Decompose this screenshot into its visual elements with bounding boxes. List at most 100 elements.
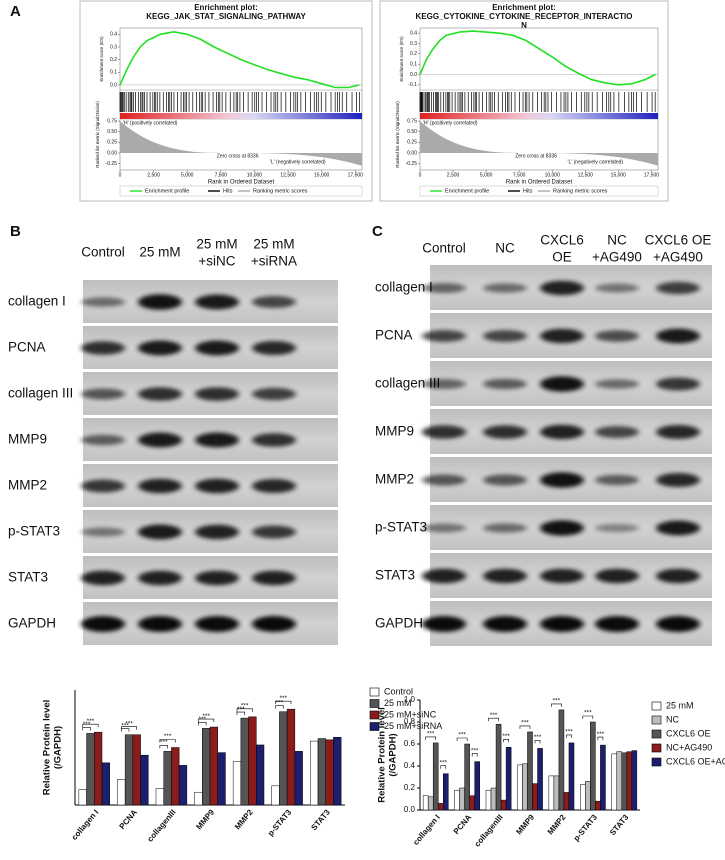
bar — [631, 750, 638, 811]
lane-header: +AG490 — [653, 250, 703, 265]
panel-label: A — [10, 3, 21, 20]
sig-bracket — [82, 727, 91, 731]
legend-swatch — [651, 701, 662, 711]
blot-band — [422, 523, 466, 533]
rank-colorbar — [120, 113, 362, 119]
x-axis-label: Rank in Ordered Dataset — [506, 180, 573, 186]
bar — [86, 733, 95, 806]
x-tick-label: 10,000 — [247, 172, 263, 178]
blot-band — [195, 340, 239, 356]
bar — [333, 737, 342, 806]
protein-label: PCNA — [375, 328, 413, 343]
sig-bracket — [159, 739, 176, 743]
blot-band — [540, 376, 584, 392]
panel-label: B — [10, 223, 21, 240]
lane-header: +siRNA — [251, 254, 297, 269]
bar — [256, 744, 265, 806]
sig-label: *** — [597, 731, 605, 738]
rank-colorbar — [420, 113, 658, 119]
lane-header: NC — [607, 233, 627, 248]
sig-bracket — [236, 708, 253, 712]
x-tick-label: MMP9 — [514, 812, 536, 836]
blot-band — [595, 616, 639, 632]
metric-tick-label: 0.25 — [407, 140, 417, 146]
bar — [595, 800, 601, 811]
x-tick-label: collagen I — [411, 813, 442, 847]
bar — [580, 784, 586, 811]
blot-band — [656, 281, 700, 295]
plot-title: Enrichment plot: — [492, 3, 556, 12]
legend-label: Control — [384, 686, 413, 696]
blot-band — [422, 283, 466, 293]
y-axis-label: (/GAPDH) — [53, 726, 64, 769]
bar — [459, 787, 465, 811]
blot-band — [138, 478, 182, 494]
x-tick-label: 2,500 — [147, 172, 160, 178]
protein-label: GAPDH — [375, 616, 423, 631]
metric-tick-label: 0.00 — [407, 150, 417, 156]
y-tick-label: 0.4 — [110, 32, 117, 38]
blot-band — [540, 328, 584, 344]
legend-label: NC — [666, 714, 679, 724]
sig-label: *** — [237, 706, 245, 713]
lane-header: 25 mM — [196, 237, 237, 252]
x-tick-label: p-STAT3 — [572, 812, 600, 842]
blot-band — [656, 425, 700, 439]
legend-box — [419, 185, 659, 197]
bar — [310, 740, 319, 806]
y-axis-label: Enrichment score (ES) — [399, 36, 404, 82]
gsea-plot: Enrichment plot:KEGG_JAK_STAT_SIGNALING_… — [79, 0, 373, 202]
bar — [117, 779, 126, 806]
lane-header: +AG490 — [592, 250, 642, 265]
y-tick-label: 0.8 — [404, 717, 416, 726]
bar — [155, 788, 164, 806]
protein-label: MMP2 — [375, 472, 414, 487]
bar — [217, 752, 226, 806]
sig-label: *** — [164, 733, 172, 740]
sig-bracket — [471, 753, 478, 757]
legend-box — [119, 185, 363, 197]
bar — [209, 726, 218, 806]
blot-band — [540, 568, 584, 584]
bar — [532, 783, 538, 811]
bar — [500, 799, 507, 811]
bar — [537, 748, 543, 811]
sig-bracket — [597, 736, 604, 741]
metric-tick-label: 0.50 — [107, 129, 117, 135]
gsea-plot: Enrichment plot:KEGG_CYTOKINE_CYTOKINE_R… — [379, 0, 669, 202]
sig-label: *** — [521, 720, 529, 727]
metric-tick-label: 0.00 — [107, 150, 117, 156]
protein-label: MMP9 — [8, 432, 47, 447]
x-tick-label: p-STAT3 — [266, 807, 294, 837]
bar — [454, 789, 460, 811]
blot-band — [138, 616, 182, 632]
bar — [485, 789, 492, 811]
legend-label: NC+AG490 — [666, 742, 712, 752]
bar — [495, 723, 502, 811]
blot-band — [595, 426, 639, 438]
sig-label: *** — [502, 733, 510, 740]
bar — [94, 731, 103, 806]
neg-label: 'L' (negatively correlated) — [568, 159, 624, 165]
sig-bracket — [551, 703, 562, 707]
blot-band — [138, 524, 182, 540]
blot-band — [138, 570, 182, 586]
bar — [611, 753, 617, 811]
blot-band — [81, 527, 125, 537]
lane-header: Control — [81, 245, 125, 260]
sig-bracket — [456, 737, 468, 741]
legend-swatch — [651, 729, 662, 739]
protein-label: PCNA — [8, 340, 46, 355]
x-tick-label: collagen I — [70, 808, 101, 842]
bar — [422, 795, 429, 811]
x-tick-label: 15,000 — [314, 172, 330, 178]
enrichment-curve — [119, 30, 360, 89]
bar — [163, 751, 172, 806]
bar — [527, 731, 533, 811]
x-tick-label: 10,000 — [545, 172, 561, 178]
blot-band — [595, 330, 639, 342]
legend-label: 25 mM — [666, 700, 694, 710]
x-tick-label: collagenIII — [146, 808, 178, 844]
x-tick-label: PCNA — [118, 808, 140, 831]
blot-band — [656, 377, 700, 391]
